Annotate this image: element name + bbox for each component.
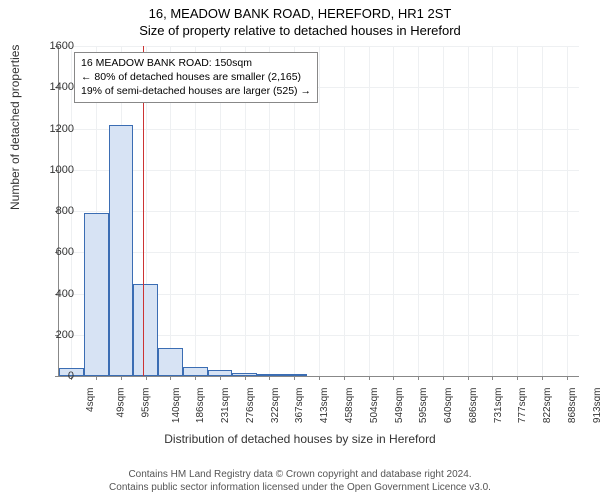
xtick-label: 186sqm bbox=[196, 388, 207, 424]
annotation-line: 16 MEADOW BANK ROAD: 150sqm bbox=[81, 56, 311, 70]
xtick-label: 4sqm bbox=[85, 388, 96, 412]
xtick-mark bbox=[369, 376, 370, 380]
xtick-label: 822sqm bbox=[542, 388, 553, 424]
gridline-v bbox=[393, 46, 394, 376]
ytick-label: 0 bbox=[34, 370, 74, 382]
x-axis-label: Distribution of detached houses by size … bbox=[0, 432, 600, 446]
xtick-mark bbox=[195, 376, 196, 380]
ytick-label: 600 bbox=[34, 246, 74, 258]
histogram-bar bbox=[282, 374, 307, 376]
xtick-mark bbox=[393, 376, 394, 380]
xtick-label: 140sqm bbox=[171, 388, 182, 424]
y-axis-label: Number of detached properties bbox=[8, 45, 22, 210]
xtick-mark bbox=[319, 376, 320, 380]
xtick-mark bbox=[220, 376, 221, 380]
xtick-mark bbox=[517, 376, 518, 380]
ytick-label: 200 bbox=[34, 329, 74, 341]
gridline-v bbox=[443, 46, 444, 376]
xtick-mark bbox=[443, 376, 444, 380]
gridline-v bbox=[319, 46, 320, 376]
xtick-label: 686sqm bbox=[468, 388, 479, 424]
xtick-mark bbox=[542, 376, 543, 380]
xtick-label: 413sqm bbox=[319, 388, 330, 424]
xtick-label: 640sqm bbox=[443, 388, 454, 424]
xtick-label: 504sqm bbox=[369, 388, 380, 424]
xtick-mark bbox=[121, 376, 122, 380]
ytick-label: 400 bbox=[34, 288, 74, 300]
xtick-label: 868sqm bbox=[567, 388, 578, 424]
gridline-v bbox=[369, 46, 370, 376]
ytick-label: 1600 bbox=[34, 40, 74, 52]
xtick-label: 367sqm bbox=[295, 388, 306, 424]
xtick-mark bbox=[96, 376, 97, 380]
histogram-bar bbox=[109, 125, 134, 376]
footer-line-2: Contains public sector information licen… bbox=[0, 481, 600, 494]
xtick-label: 322sqm bbox=[270, 388, 281, 424]
xtick-mark bbox=[344, 376, 345, 380]
xtick-label: 49sqm bbox=[116, 388, 127, 418]
annotation-line: ← 80% of detached houses are smaller (2,… bbox=[81, 70, 311, 84]
xtick-mark bbox=[492, 376, 493, 380]
xtick-label: 95sqm bbox=[140, 388, 151, 418]
chart-container: 16, MEADOW BANK ROAD, HEREFORD, HR1 2ST … bbox=[0, 0, 600, 500]
histogram-bar bbox=[84, 213, 109, 376]
xtick-label: 549sqm bbox=[394, 388, 405, 424]
xtick-mark bbox=[294, 376, 295, 380]
xtick-label: 231sqm bbox=[220, 388, 231, 424]
ytick-label: 1200 bbox=[34, 123, 74, 135]
histogram-bar bbox=[158, 348, 183, 376]
xtick-mark bbox=[468, 376, 469, 380]
xtick-label: 913sqm bbox=[592, 388, 600, 424]
footer: Contains HM Land Registry data © Crown c… bbox=[0, 468, 600, 494]
gridline-v bbox=[418, 46, 419, 376]
gridline-v bbox=[517, 46, 518, 376]
xtick-label: 731sqm bbox=[493, 388, 504, 424]
xtick-mark bbox=[170, 376, 171, 380]
ytick-label: 1400 bbox=[34, 81, 74, 93]
histogram-bar bbox=[232, 373, 257, 376]
title-line-1: 16, MEADOW BANK ROAD, HEREFORD, HR1 2ST bbox=[0, 0, 600, 21]
xtick-mark bbox=[567, 376, 568, 380]
xtick-label: 595sqm bbox=[418, 388, 429, 424]
gridline-v bbox=[344, 46, 345, 376]
gridline-v bbox=[567, 46, 568, 376]
ytick-label: 800 bbox=[34, 205, 74, 217]
annotation-line: 19% of semi-detached houses are larger (… bbox=[81, 84, 311, 98]
histogram-bar bbox=[183, 367, 208, 376]
xtick-label: 276sqm bbox=[245, 388, 256, 424]
gridline-v bbox=[468, 46, 469, 376]
xtick-label: 777sqm bbox=[517, 388, 528, 424]
gridline-v bbox=[542, 46, 543, 376]
annotation-box: 16 MEADOW BANK ROAD: 150sqm← 80% of deta… bbox=[74, 52, 318, 103]
xtick-label: 458sqm bbox=[344, 388, 355, 424]
gridline-v bbox=[492, 46, 493, 376]
xtick-mark bbox=[269, 376, 270, 380]
xtick-mark bbox=[146, 376, 147, 380]
footer-line-1: Contains HM Land Registry data © Crown c… bbox=[0, 468, 600, 481]
xtick-mark bbox=[245, 376, 246, 380]
histogram-bar bbox=[133, 284, 158, 376]
histogram-bar bbox=[257, 374, 282, 376]
histogram-bar bbox=[208, 370, 233, 376]
xtick-mark bbox=[418, 376, 419, 380]
ytick-label: 1000 bbox=[34, 164, 74, 176]
title-line-2: Size of property relative to detached ho… bbox=[0, 21, 600, 38]
plot-area: 16 MEADOW BANK ROAD: 150sqm← 80% of deta… bbox=[58, 46, 579, 377]
